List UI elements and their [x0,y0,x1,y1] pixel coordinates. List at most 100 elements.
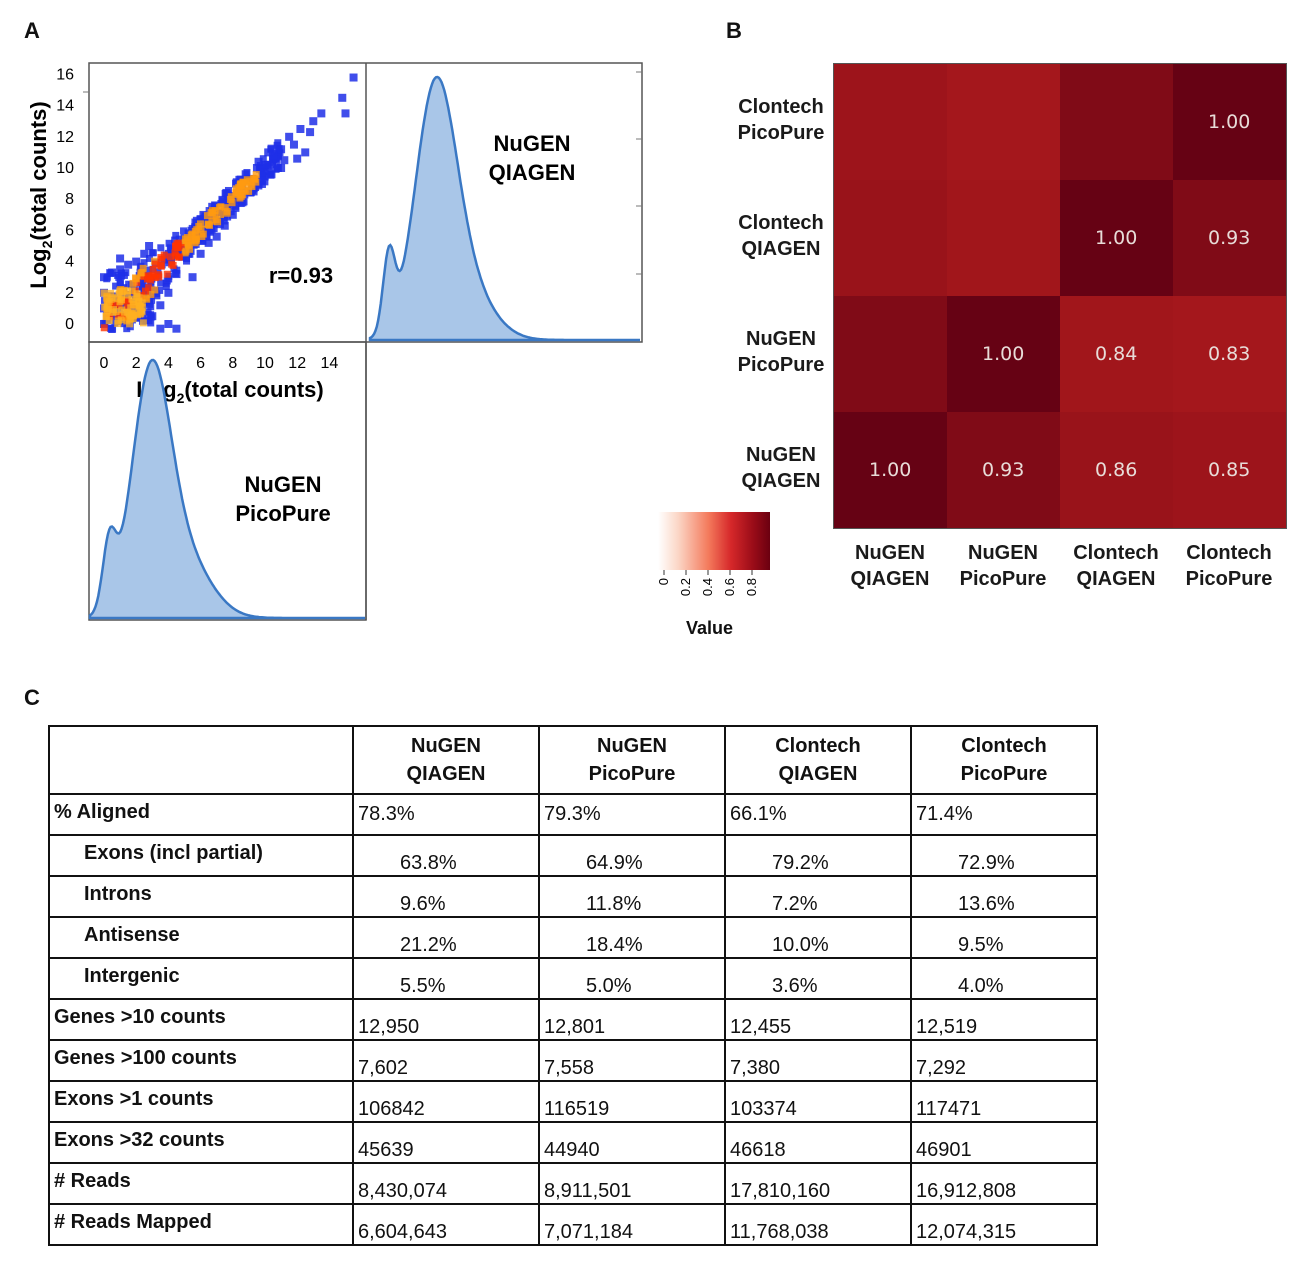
table-col-header: Clontech QIAGEN [725,726,911,794]
scatter-point [147,277,154,284]
scatter-point [184,234,191,241]
table-cell: 10.0% [725,917,911,958]
scatter-point [132,258,140,266]
scatter-point [151,286,158,293]
table-cell: 13.6% [911,876,1097,917]
table-cell: 78.3% [353,794,539,835]
table-cell: 3.6% [725,958,911,999]
table-row: # Reads Mapped 6,604,643 7,071,184 11,768,0… [49,1204,1097,1245]
scatter-point [317,109,325,117]
scatter-point [293,155,301,163]
table-col-header: NuGEN QIAGEN [353,726,539,794]
x-tick-label: 0 [100,355,109,372]
table-row-label: Genes >100 counts [49,1040,353,1081]
scatter-point [172,325,180,333]
svg-text:Log2(total counts): Log2(total counts) [26,101,55,288]
scatter-point [238,193,245,200]
scatter-point [248,183,255,190]
table-row-label: Exons (incl partial) [49,835,353,876]
scatter-point [148,312,156,320]
scatter-point [150,249,157,256]
heatmap-row-label: NuGEN QIAGEN [706,442,856,494]
scatter-point [192,228,199,235]
x-tick-label: 14 [321,355,339,372]
table-cell: 106842 [353,1081,539,1122]
scatter-point [342,109,350,117]
table-col-header: Clontech PicoPure [911,726,1097,794]
table-cell: 7,071,184 [539,1204,725,1245]
scatter-point [145,242,153,250]
panel-b-heatmap: 1.00 1.00 0.93 1.00 0.84 0.83 1.00 0.93 0.86 0.85… [640,40,1300,660]
density-label-top-line1: NuGEN [494,131,571,156]
table-cell: 16,912,808 [911,1163,1097,1204]
scatter-point [128,313,135,320]
legend-tick-label: 0.4 [700,578,715,596]
scatter-point [176,253,183,260]
scatter-point [189,273,197,281]
table-cell: 5.5% [353,958,539,999]
correlation-annotation: r=0.93 [269,263,333,288]
table-cell: 103374 [725,1081,911,1122]
table-cell: 17,810,160 [725,1163,911,1204]
scatter-point [118,316,125,323]
table-corner-cell [49,726,353,794]
scatter-point [338,94,346,102]
scatter-point [174,244,181,251]
table-row-label: Exons >1 counts [49,1081,353,1122]
y-tick-label: 12 [56,129,74,146]
scatter-point [129,287,136,294]
scatter-point [205,239,213,247]
table-cell: 64.9% [539,835,725,876]
table-cell: 8,911,501 [539,1163,725,1204]
alignment-stats-table: NuGEN QIAGEN NuGEN PicoPure Clontech QIAGEN… [48,725,1098,1246]
table-cell: 12,455 [725,999,911,1040]
table-cell: 79.2% [725,835,911,876]
table-cell: 117471 [911,1081,1097,1122]
scatter-point [107,290,114,297]
scatter-point [157,262,164,269]
table-cell: 45639 [353,1122,539,1163]
scatter-point [264,148,272,156]
scatter-point [205,221,212,228]
x-tick-label: 6 [196,355,205,372]
scatter-point [140,319,147,326]
scatter-point [172,270,180,278]
scatter-point [101,290,108,297]
density-label-bottom-line2: PicoPure [235,501,330,526]
table-row: Exons (incl partial) 63.8% 64.9% 79.2% 72.9% [49,835,1097,876]
scatter-point [301,148,309,156]
scatter-point [105,305,112,312]
y-tick-label: 0 [65,316,74,333]
scatter-point [237,181,244,188]
table-header-row: NuGEN QIAGEN NuGEN PicoPure Clontech QIAGEN… [49,726,1097,794]
panel-a-chart: 0 2 4 6 8 10 12 14 0 2 4 6 8 10 12 14 16 r=0.93 Log2(tot… [0,0,700,660]
legend-title: Value [686,618,733,639]
scatter-density-core [101,171,260,331]
table-row-label: Exons >32 counts [49,1122,353,1163]
scatter-point [164,289,172,297]
scatter-point [227,196,234,203]
table-cell: 7,380 [725,1040,911,1081]
scatter-point [164,320,172,328]
table-row: Antisense 21.2% 18.4% 10.0% 9.5% [49,917,1097,958]
scatter-point [103,313,110,320]
scatter-point [156,301,164,309]
scatter-point [164,271,171,278]
table-cell: 71.4% [911,794,1097,835]
scatter-point [108,269,116,277]
scatter-point [213,233,221,241]
table-row-label: # Reads Mapped [49,1204,353,1245]
scatter-point [133,275,140,282]
density-label-top-line2: QIAGEN [489,160,576,185]
heatmap-row-label: NuGEN PicoPure [706,326,856,378]
table-cell: 18.4% [539,917,725,958]
table-cell: 72.9% [911,835,1097,876]
y-tick-label: 14 [56,98,74,115]
x-tick-label: 8 [228,355,237,372]
y-tick-label: 16 [56,66,74,83]
scatter-point [267,170,275,178]
scatter-point [156,325,164,333]
table-cell: 21.2% [353,917,539,958]
table-cell: 11.8% [539,876,725,917]
table-row-label: Antisense [49,917,353,958]
